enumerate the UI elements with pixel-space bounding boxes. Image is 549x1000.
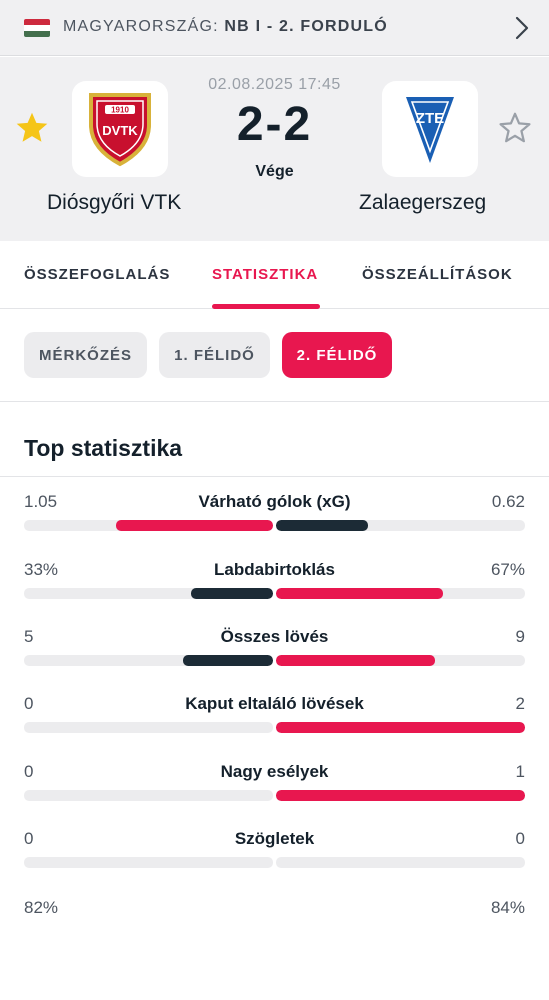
favorite-star-outline-icon[interactable] — [497, 110, 533, 146]
svg-text:DVTK: DVTK — [102, 123, 138, 138]
section-divider — [0, 476, 549, 477]
league-title: MAGYARORSZÁG: NB I - 2. FORDULÓ — [63, 18, 388, 36]
stat-home-value: 0 — [24, 694, 34, 713]
stat-label: Összes lövés — [220, 627, 329, 646]
stat-home-bar-track — [24, 655, 273, 666]
stat-home-value: 0 — [24, 762, 34, 781]
stat-away-bar — [276, 588, 443, 599]
match-score: 2-2 — [236, 98, 313, 151]
section-title: Top statisztika — [24, 435, 183, 461]
stat-label: Várható gólok (xG) — [198, 492, 351, 511]
period-selector: MÉRKŐZÉS 1. FÉLIDŐ 2. FÉLIDŐ — [0, 310, 549, 402]
stat-away-value: 0 — [515, 829, 525, 848]
stat-home-value: 0 — [24, 829, 34, 848]
stat-away-value: 67% — [490, 560, 525, 579]
stat-away-bar-track — [276, 722, 525, 733]
stat-away-bar-track — [276, 790, 525, 801]
match-header: 1910 DVTK 02.08.2025 17:45 2-2 Vége ZTE … — [0, 57, 549, 241]
away-team-crest[interactable]: ZTE — [382, 81, 478, 177]
partial-stat-away: 84% — [490, 898, 525, 917]
stat-away-bar — [276, 520, 369, 531]
stat-label: Kaput eltaláló lövések — [185, 694, 364, 713]
tab-lineups[interactable]: ÖSSZEÁLLÍTÁSOK — [362, 266, 513, 283]
league-country: MAGYARORSZÁG: — [63, 18, 219, 35]
active-tab-indicator — [212, 304, 320, 309]
stat-away-value: 0.62 — [491, 492, 525, 511]
stat-label: Labdabirtoklás — [214, 560, 335, 579]
zte-crest-icon: ZTE — [406, 97, 454, 163]
stat-row: 0 Szögletek 0 — [0, 829, 549, 889]
stat-row: 0 Kaput eltaláló lövések 2 — [0, 694, 549, 754]
stat-away-value: 1 — [515, 762, 525, 781]
stat-home-value: 5 — [24, 627, 34, 646]
partial-stat-home: 82% — [24, 898, 59, 917]
stat-row: 33% Labdabirtoklás 67% — [0, 560, 549, 620]
match-tabs: ÖSSZEFOGLALÁS STATISZTIKA ÖSSZEÁLLÍTÁSOK — [0, 241, 549, 309]
stat-row: 1.05 Várható gólok (xG) 0.62 — [0, 492, 549, 552]
league-competition: NB I - 2. FORDULÓ — [224, 18, 388, 35]
stat-away-value: 9 — [515, 627, 525, 646]
dvtk-crest-icon: 1910 DVTK — [89, 93, 151, 167]
stat-home-value: 33% — [24, 560, 59, 579]
stat-away-bar — [276, 722, 525, 733]
stat-home-bar-track — [24, 588, 273, 599]
stat-home-value: 1.05 — [24, 492, 58, 511]
stat-home-bar-track — [24, 722, 273, 733]
stat-home-bar-track — [24, 790, 273, 801]
stat-home-bar — [190, 588, 273, 599]
stat-home-bar-track — [24, 520, 273, 531]
stat-label: Szögletek — [234, 829, 315, 848]
svg-text:ZTE: ZTE — [416, 110, 444, 127]
match-status: Vége — [255, 163, 294, 180]
stat-away-bar-track — [276, 588, 525, 599]
home-team-crest[interactable]: 1910 DVTK — [72, 81, 168, 177]
home-team-name[interactable]: Diósgyőri VTK — [47, 191, 182, 214]
stat-away-bar — [276, 655, 436, 666]
stat-row: 5 Összes lövés 9 — [0, 627, 549, 687]
stat-row: 0 Nagy esélyek 1 — [0, 762, 549, 822]
stat-away-bar — [276, 790, 525, 801]
favorite-star-filled-icon[interactable] — [14, 110, 50, 146]
stat-home-bar — [116, 520, 273, 531]
match-datetime: 02.08.2025 17:45 — [208, 76, 341, 93]
stat-away-bar-track — [276, 655, 525, 666]
stat-away-bar-track — [276, 857, 525, 868]
hungary-flag-icon — [24, 19, 50, 37]
stat-home-bar — [183, 655, 273, 666]
stat-label: Nagy esélyek — [220, 762, 329, 781]
svg-text:1910: 1910 — [111, 106, 129, 115]
period-second-half-button[interactable]: 2. FÉLIDŐ — [282, 332, 392, 378]
tab-summary[interactable]: ÖSSZEFOGLALÁS — [24, 266, 171, 283]
period-first-half-button[interactable]: 1. FÉLIDŐ — [159, 332, 270, 378]
league-header[interactable]: MAGYARORSZÁG: NB I - 2. FORDULÓ — [0, 0, 549, 56]
stat-away-value: 2 — [515, 694, 525, 713]
chevron-right-icon[interactable] — [512, 14, 532, 42]
stat-home-bar-track — [24, 857, 273, 868]
stat-away-bar-track — [276, 520, 525, 531]
tab-statistics[interactable]: STATISZTIKA — [212, 266, 319, 283]
away-team-name[interactable]: Zalaegerszeg — [359, 191, 487, 214]
period-match-button[interactable]: MÉRKŐZÉS — [24, 332, 147, 378]
